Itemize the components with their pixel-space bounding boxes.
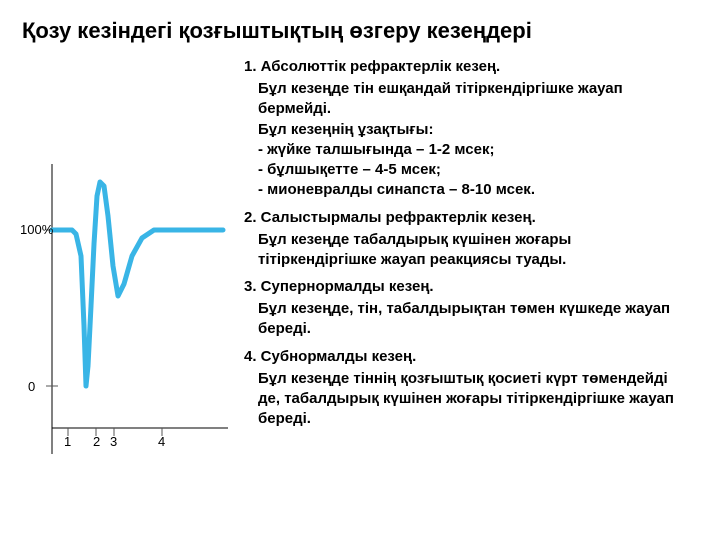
section-3: 3. Супернормалды кезең. Бұл кезеңде, тін… [244,278,692,340]
excitability-curve [52,182,223,386]
excitability-chart: 100% 0 1 2 3 4 [18,156,238,456]
section-3-body: Бұл кезеңде, тін, табалдырықтан төмен кү… [258,299,692,340]
main-content: 100% 0 1 2 3 4 1. Абсолюттік рефрактерлі… [18,56,692,461]
section-1-body: Бұл кезеңде тін ешқандай тітіркендіргішк… [258,79,692,201]
section-3-heading: 3. Супернормалды кезең. [244,278,692,295]
y-label-0: 0 [28,379,35,394]
x-label-4: 4 [158,434,165,449]
chart-column: 100% 0 1 2 3 4 [18,56,238,461]
section-4: 4. Субнормалды кезең. Бұл кезеңде тіннің… [244,348,692,430]
section-4-body: Бұл кезеңде тіннің қозғыштық қосиеті күр… [258,369,692,430]
section-2: 2. Салыстырмалы рефрактерлік кезең. Бұл … [244,209,692,271]
section-2-body: Бұл кезеңде табалдырық күшінен жоғары ті… [258,230,692,271]
text-column: 1. Абсолюттік рефрактерлік кезең. Бұл ке… [244,56,692,461]
section-4-heading: 4. Субнормалды кезең. [244,348,692,365]
section-1-heading: 1. Абсолюттік рефрактерлік кезең. [244,58,692,75]
section-2-heading: 2. Салыстырмалы рефрактерлік кезең. [244,209,692,226]
page-title: Қозу кезіндегі қозғыштықтың өзгеру кезең… [18,18,692,44]
y-label-100: 100% [20,222,54,237]
section-1: 1. Абсолюттік рефрактерлік кезең. Бұл ке… [244,58,692,201]
x-label-1: 1 [64,434,71,449]
x-label-3: 3 [110,434,117,449]
x-label-2: 2 [93,434,100,449]
